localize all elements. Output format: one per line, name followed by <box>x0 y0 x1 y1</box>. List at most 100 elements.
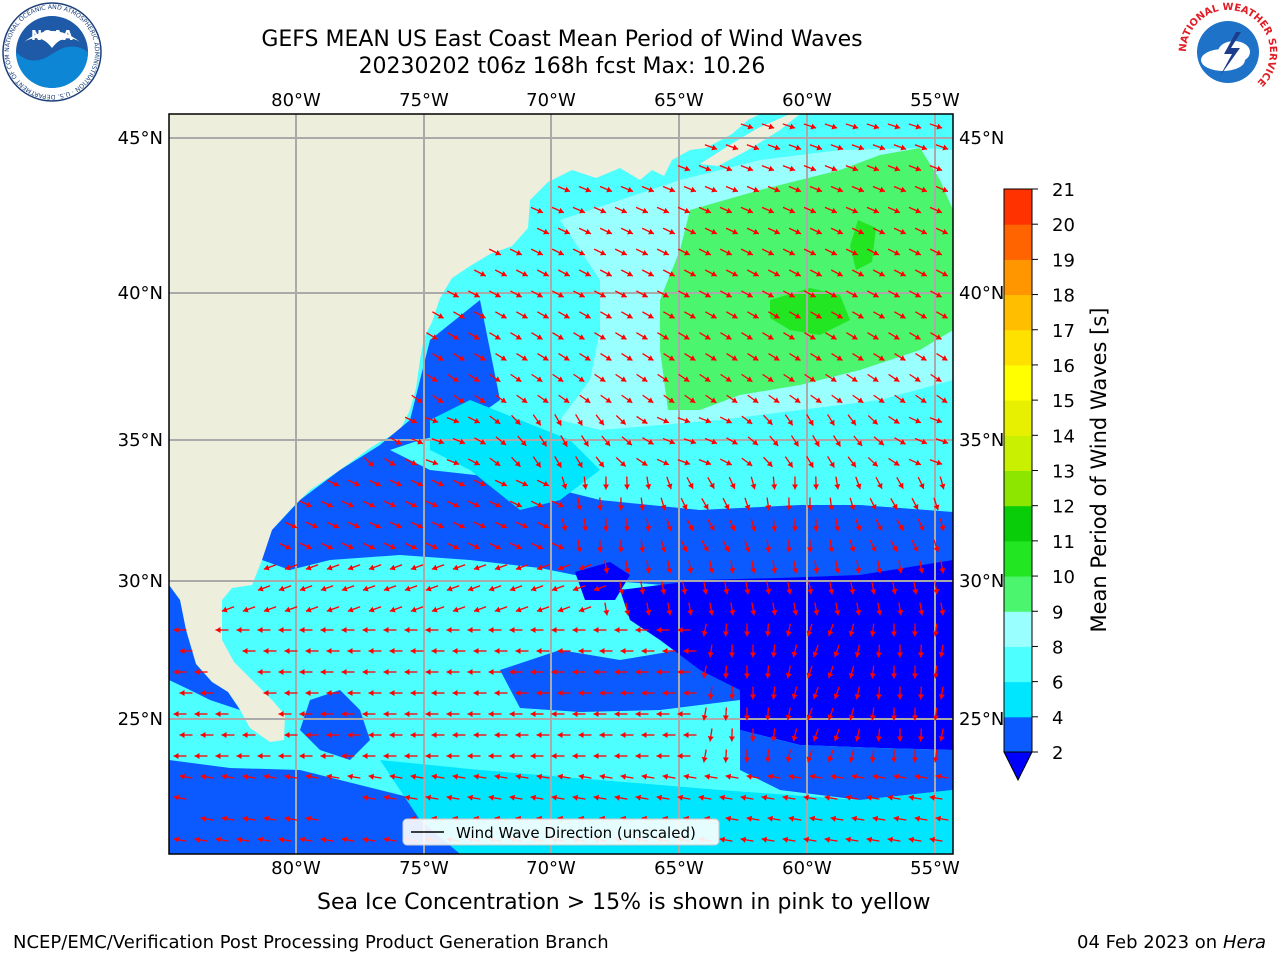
wind-wave-arrowhead <box>771 567 778 574</box>
wind-wave-arrowhead <box>830 376 837 382</box>
wind-wave-arrowhead <box>577 419 583 426</box>
wind-wave-arrowhead <box>431 773 438 780</box>
wind-wave-arrowhead <box>788 334 795 340</box>
wind-wave-arrowhead <box>788 376 795 382</box>
wind-wave-arrowhead <box>557 773 564 780</box>
wind-wave-arrowhead <box>719 836 726 843</box>
wind-wave-arrowhead <box>689 397 696 403</box>
wind-wave-arrowhead <box>914 815 921 822</box>
wind-wave-arrowhead <box>933 588 940 595</box>
wind-wave-arrowhead <box>446 753 452 759</box>
wind-wave-arrowhead <box>872 773 879 780</box>
wind-wave-arrowhead <box>824 836 831 843</box>
wind-wave-arrowhead <box>598 461 604 468</box>
wind-wave-arrowhead <box>194 711 200 717</box>
wind-wave-arrowhead <box>320 585 327 592</box>
wind-wave-arrowhead <box>593 711 599 717</box>
wind-wave-arrowhead <box>663 417 669 424</box>
wind-wave-arrowhead <box>936 417 943 424</box>
wind-wave-arrowhead <box>765 547 772 553</box>
wind-wave-arrowhead <box>404 711 410 717</box>
wind-wave-arrowhead <box>705 417 712 424</box>
wind-wave-arrowhead <box>639 547 646 553</box>
wind-wave-arrowhead <box>383 794 390 801</box>
wind-wave-arrowhead <box>918 525 925 531</box>
wind-wave-arrowhead <box>639 588 646 595</box>
wind-wave-arrowhead <box>845 836 852 843</box>
wind-wave-arrowhead <box>899 271 906 277</box>
wind-wave-arrowhead <box>792 609 799 616</box>
wind-wave-arrowhead <box>768 249 774 256</box>
wind-wave-arrowhead <box>558 501 564 508</box>
wind-wave-arrowhead <box>200 732 206 738</box>
wind-wave-arrowhead <box>794 355 801 361</box>
wind-wave-arrowhead <box>831 249 837 256</box>
wind-wave-arrowhead <box>179 690 185 696</box>
wind-wave-arrowhead <box>263 606 270 613</box>
wind-wave-arrowhead <box>543 522 549 529</box>
wind-wave-arrowhead <box>257 627 263 633</box>
wind-wave-arrowhead <box>729 567 736 574</box>
wind-wave-arrowhead <box>600 249 606 256</box>
wind-wave-arrowhead <box>645 609 652 616</box>
wind-wave-arrowhead <box>743 673 750 679</box>
wind-wave-arrowhead <box>710 355 717 361</box>
wind-wave-arrowhead <box>593 627 599 633</box>
wind-wave-arrowhead <box>603 484 610 490</box>
wind-wave-arrowhead <box>509 627 515 633</box>
wind-wave-arrowhead <box>312 522 318 529</box>
wind-wave-arrowhead <box>537 501 543 508</box>
wind-wave-arrowhead <box>890 757 897 763</box>
wind-wave-arrowhead <box>677 794 684 801</box>
wind-wave-arrowhead <box>635 711 641 717</box>
wind-wave-arrowhead <box>431 606 438 613</box>
wind-wave-arrowhead <box>425 711 431 717</box>
wind-wave-arrowhead <box>915 207 921 214</box>
figure-title: GEFS MEAN US East Coast Mean Period of W… <box>261 27 863 52</box>
wind-wave-arrowhead <box>446 627 452 633</box>
wind-wave-arrowhead <box>624 567 631 574</box>
wind-wave-arrowhead <box>509 794 516 801</box>
wind-wave-arrowhead <box>899 397 906 403</box>
wind-wave-arrowhead <box>604 440 611 447</box>
wind-wave-arrowhead <box>890 673 897 679</box>
wind-wave-arrowhead <box>753 144 760 151</box>
band-4-6-shelf <box>430 400 600 510</box>
wind-wave-arrowhead <box>806 630 813 637</box>
wind-wave-arrowhead <box>537 207 543 214</box>
wind-wave-arrowhead <box>851 376 858 382</box>
wind-wave-arrowhead <box>494 606 501 613</box>
wind-wave-arrowhead <box>473 564 480 571</box>
wind-wave-arrowhead <box>561 525 568 532</box>
wind-wave-arrowhead <box>656 627 662 633</box>
wind-wave-arrowhead <box>578 606 585 613</box>
colorbar-tick-label: 13 <box>1052 462 1075 483</box>
wind-wave-arrowhead <box>368 773 375 780</box>
wind-wave-arrowhead <box>494 376 501 382</box>
wind-wave-arrowhead <box>893 292 900 298</box>
wind-wave-arrowhead <box>551 585 558 592</box>
wind-wave-arrowhead <box>320 836 327 843</box>
wind-wave-arrowhead <box>656 711 662 717</box>
wind-wave-arrowhead <box>488 585 495 592</box>
wind-wave-arrowhead <box>810 165 817 172</box>
wind-wave-arrowhead <box>431 564 438 571</box>
wind-wave-arrowhead <box>515 334 522 340</box>
wind-wave-arrowhead <box>774 186 781 193</box>
wind-wave-arrowhead <box>851 773 858 780</box>
wind-wave-arrowhead <box>236 753 242 759</box>
wind-wave-arrowhead <box>732 144 739 151</box>
wind-wave-arrowhead <box>411 459 417 466</box>
lon-tick-bottom: 70°W <box>526 858 576 879</box>
wind-wave-arrowhead <box>425 585 432 592</box>
wind-wave-arrowhead <box>642 249 648 256</box>
wind-wave-arrowhead <box>179 648 185 654</box>
wind-wave-arrowhead <box>743 715 750 721</box>
wind-wave-arrowhead <box>516 543 522 550</box>
wind-wave-arrowhead <box>833 651 840 658</box>
wind-wave-arrowhead <box>873 165 880 172</box>
wind-wave-arrowhead <box>683 732 689 738</box>
date-stamp: 04 Feb 2023 on Hera <box>1077 932 1266 953</box>
noaa-text: NOAA <box>31 29 73 44</box>
wind-wave-arrowhead <box>410 564 417 571</box>
